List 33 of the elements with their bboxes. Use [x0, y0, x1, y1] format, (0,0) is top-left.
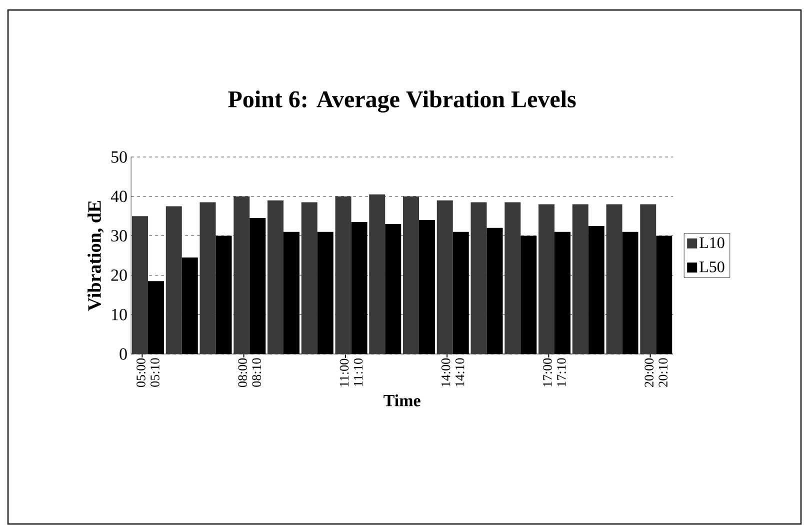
y-tick-label: 10	[112, 308, 127, 320]
bar	[436, 200, 453, 354]
bar	[538, 204, 554, 354]
x-tick-label: 17:00-17:10	[543, 354, 566, 386]
bar	[403, 196, 419, 354]
bar	[640, 204, 656, 354]
x-axis-title: Time	[384, 394, 420, 406]
bar	[301, 202, 318, 354]
y-tick-label: 20	[111, 269, 127, 281]
x-tick-label: 11:00-11:10	[340, 354, 363, 386]
chart-title: Point 6: Average Vibration Levels	[228, 90, 576, 112]
x-tick-label: 14:00-14:10	[441, 354, 464, 386]
x-tick-label: 08:00-08:10	[238, 354, 262, 388]
bar	[504, 202, 521, 354]
legend-label: L10	[700, 237, 724, 248]
legend-label: L50	[700, 262, 724, 272]
y-tick-label: 50	[112, 151, 127, 163]
bar	[369, 194, 386, 354]
y-tick-label: 30	[111, 230, 127, 242]
y-axis-title: Vibration, dE	[88, 200, 104, 311]
bar	[470, 202, 487, 354]
x-tick-label: 20:00-20:10	[644, 354, 668, 387]
bar	[234, 196, 250, 354]
x-tick-label: 05:00-05:10	[136, 354, 160, 388]
y-tick-label: 0	[120, 348, 127, 360]
bar	[606, 204, 622, 354]
bar	[132, 216, 148, 354]
bar	[166, 206, 182, 354]
bar	[572, 204, 588, 354]
bar	[200, 202, 216, 354]
bar	[268, 200, 284, 354]
bar	[335, 196, 352, 354]
y-tick-label: 40	[110, 190, 127, 202]
